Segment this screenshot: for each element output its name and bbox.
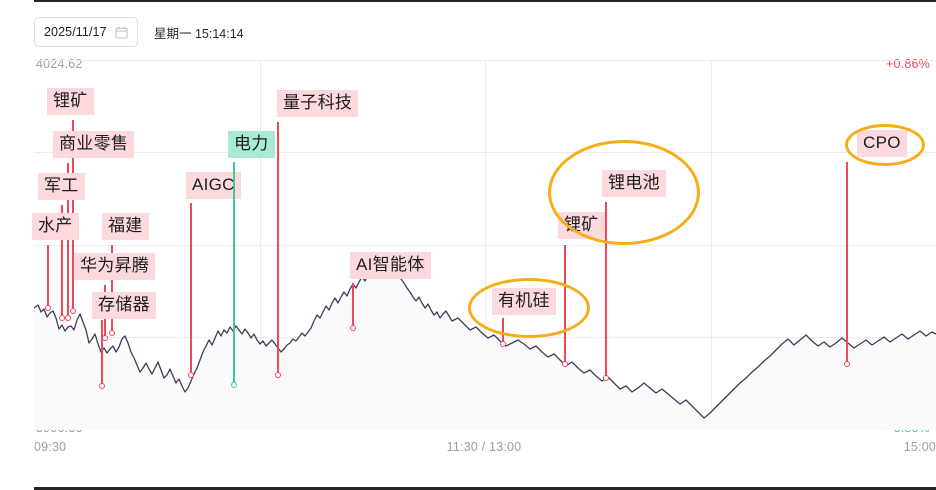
- annotation-label[interactable]: 华为昇腾: [74, 253, 156, 280]
- annotation-label[interactable]: 量子科技: [277, 90, 359, 117]
- time-tick-noon: 11:30 / 13:00: [446, 440, 522, 454]
- annotation-stem: [605, 202, 607, 378]
- annotation-label[interactable]: 存储器: [92, 292, 156, 319]
- annotation-label[interactable]: 电力: [228, 131, 275, 158]
- annotation-label[interactable]: 有机硅: [492, 288, 556, 315]
- annotation-endpoint-marker: [230, 381, 237, 388]
- annotation-stem: [61, 205, 63, 318]
- annotation-endpoint-marker: [274, 371, 281, 378]
- time-tick-open: 09:30: [34, 440, 67, 454]
- annotation-label[interactable]: CPO: [857, 130, 907, 157]
- annotation-endpoint-marker: [561, 360, 568, 367]
- date-picker[interactable]: 2025/11/17: [34, 17, 138, 47]
- annotation-label[interactable]: 锂矿: [47, 88, 94, 115]
- annotation-stem: [101, 320, 103, 386]
- annotation-stem: [846, 162, 848, 364]
- annotation-endpoint-marker: [98, 382, 105, 389]
- annotation-endpoint-marker: [58, 314, 65, 321]
- annotation-label[interactable]: 锂矿: [558, 212, 605, 239]
- bottom-divider: [34, 487, 936, 490]
- intraday-line-chart: [34, 60, 936, 430]
- calendar-icon: [115, 26, 128, 39]
- annotation-stem: [564, 245, 566, 364]
- annotation-label[interactable]: AI智能体: [350, 252, 431, 279]
- annotation-stem: [67, 163, 69, 318]
- annotation-endpoint-marker: [187, 371, 194, 378]
- chart-area[interactable]: [34, 60, 936, 430]
- annotation-endpoint-marker: [843, 360, 850, 367]
- annotation-stem: [190, 203, 192, 375]
- annotation-label[interactable]: 锂电池: [602, 170, 666, 197]
- annotation-endpoint-marker: [108, 329, 115, 336]
- annotation-endpoint-marker: [602, 374, 609, 381]
- time-tick-close: 15:00: [903, 440, 936, 454]
- annotation-stem: [111, 245, 113, 333]
- annotation-label[interactable]: AIGC: [186, 172, 241, 199]
- annotation-endpoint-marker: [69, 307, 76, 314]
- price-line: [34, 262, 936, 419]
- annotation-label[interactable]: 福建: [102, 213, 149, 240]
- annotation-endpoint-marker: [44, 304, 51, 311]
- annotation-label[interactable]: 水产: [32, 213, 79, 240]
- annotation-stem: [277, 122, 279, 375]
- annotation-label[interactable]: 商业零售: [53, 131, 135, 158]
- annotation-stem: [47, 245, 49, 308]
- toolbar: 2025/11/17 星期一 15:14:14: [34, 14, 244, 50]
- weekday-clock: 星期一 15:14:14: [154, 26, 244, 41]
- annotation-stem: [502, 318, 504, 344]
- annotation-endpoint-marker: [499, 340, 506, 347]
- date-picker-value: 2025/11/17: [44, 25, 107, 39]
- annotation-endpoint-marker: [64, 314, 71, 321]
- annotation-stem: [233, 162, 235, 385]
- annotation-stem: [352, 283, 354, 328]
- time-axis: 09:30 11:30 / 13:00 15:00: [34, 440, 936, 462]
- annotation-label[interactable]: 军工: [38, 173, 85, 200]
- line-area-fill: [34, 263, 936, 430]
- top-divider: [34, 0, 936, 2]
- annotation-endpoint-marker: [349, 324, 356, 331]
